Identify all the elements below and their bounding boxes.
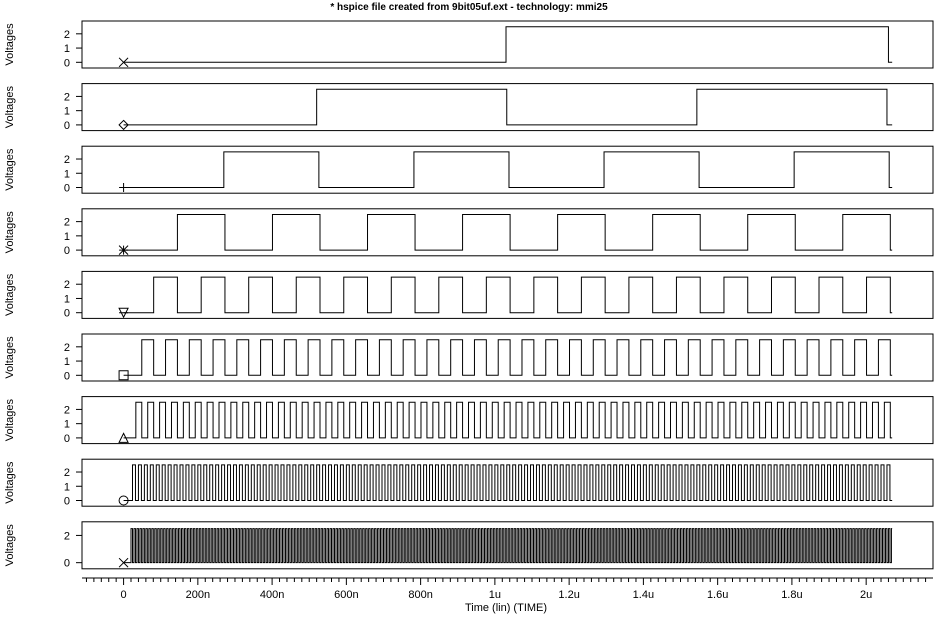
y-tick-label: 2 — [64, 467, 70, 479]
y-tick-label: 2 — [64, 342, 70, 354]
y-tick-label: 2 — [64, 91, 70, 103]
y-tick-label: 1 — [64, 356, 70, 368]
series-line — [123, 26, 893, 63]
series-line — [123, 276, 893, 314]
series-line — [123, 464, 893, 501]
y-tick-label: 1 — [64, 168, 70, 180]
series-marker — [118, 557, 129, 568]
y-axis-label: Voltages — [4, 524, 16, 567]
series-line — [123, 528, 893, 564]
y-tick-label: 1 — [64, 419, 70, 431]
y-tick-label: 0 — [64, 433, 70, 445]
panel: 0 1 2 Voltages — [4, 208, 934, 257]
y-tick-label: 0 — [64, 183, 70, 195]
panel: 0 1 2 Voltages — [4, 20, 934, 69]
y-axis-label: Voltages — [4, 86, 16, 129]
panel: 0 1 2 Voltages — [4, 396, 934, 445]
y-axis-label: Voltages — [4, 211, 16, 254]
plot-frame — [81, 20, 934, 69]
x-tick-label: 400n — [260, 589, 284, 601]
x-tick-label: 800n — [408, 589, 432, 601]
y-tick-label: 1 — [64, 481, 70, 493]
y-tick-label: 0 — [64, 308, 70, 320]
y-tick-label: 0 — [64, 57, 70, 69]
chart-title: * hspice file created from 9bit05uf.ext … — [330, 2, 608, 13]
y-tick-label: 2 — [64, 217, 70, 229]
series-line — [123, 88, 893, 126]
series-marker — [118, 57, 129, 68]
y-tick-label: 0 — [64, 245, 70, 257]
x-tick-label: 1.2u — [558, 589, 579, 601]
series-marker — [118, 119, 129, 131]
panel: 0 1 2 Voltages — [4, 333, 934, 382]
y-axis-label: Voltages — [4, 148, 16, 191]
panel: 0 1 2 Voltages — [4, 270, 934, 320]
plot-frame — [81, 145, 934, 194]
y-tick-label: 1 — [64, 231, 70, 243]
y-tick-label: 0 — [64, 558, 70, 570]
plot-frame — [81, 270, 934, 319]
series-marker — [119, 183, 129, 193]
x-tick-label: 1.6u — [707, 589, 728, 601]
y-tick-label: 0 — [64, 370, 70, 382]
x-tick-label: 200n — [186, 589, 210, 601]
y-tick-label: 2 — [64, 530, 70, 542]
plot-frame — [81, 333, 934, 382]
series-marker — [118, 370, 129, 381]
series-marker — [118, 245, 129, 255]
series-line — [123, 151, 893, 188]
plot-frame — [81, 396, 934, 445]
y-tick-label: 1 — [64, 43, 70, 55]
y-tick-label: 1 — [64, 106, 70, 118]
series-line — [123, 401, 893, 439]
x-tick-label: 1.4u — [633, 589, 654, 601]
y-axis-label: Voltages — [4, 23, 16, 66]
y-axis-label: Voltages — [4, 273, 16, 316]
y-tick-label: 2 — [64, 404, 70, 416]
panel: 0 2 Voltages — [4, 521, 934, 570]
series-marker — [118, 307, 129, 319]
panel: 0 1 2 Voltages — [4, 145, 934, 195]
y-tick-label: 2 — [64, 154, 70, 166]
y-tick-label: 0 — [64, 120, 70, 132]
plot-frame — [81, 458, 934, 507]
y-tick-label: 2 — [64, 279, 70, 291]
y-tick-label: 2 — [64, 29, 70, 41]
x-tick-label: 1.8u — [781, 589, 802, 601]
y-tick-label: 0 — [64, 496, 70, 508]
x-tick-label: 2u — [860, 589, 872, 601]
x-tick-label: 0 — [121, 589, 127, 601]
y-axis-label: Voltages — [4, 399, 16, 442]
series-line — [123, 214, 893, 251]
x-tick-label: 600n — [334, 589, 358, 601]
panels: 0 1 2 Voltages 0 1 2 Voltages 0 1 2 Voltages 0 1 2 Volt… — [4, 20, 934, 570]
panel: 0 1 2 Voltages — [4, 458, 934, 508]
series-marker — [118, 495, 129, 506]
series-marker — [118, 432, 129, 443]
plot-frame — [81, 83, 934, 132]
x-tick-label: 1u — [489, 589, 501, 601]
plot-frame — [81, 208, 934, 257]
y-axis-label: Voltages — [4, 336, 16, 379]
x-axis-label: Time (lin) (TIME) — [465, 602, 547, 614]
panel: 0 1 2 Voltages — [4, 83, 934, 132]
x-axis: 0 200n 400n 600n 800n 1u 1.2u 1.4u 1.6u 1.8u 2u — [82, 577, 933, 601]
y-tick-label: 1 — [64, 293, 70, 305]
y-axis-label: Voltages — [4, 461, 16, 504]
series-line — [123, 339, 893, 376]
plot-frame — [81, 521, 934, 570]
